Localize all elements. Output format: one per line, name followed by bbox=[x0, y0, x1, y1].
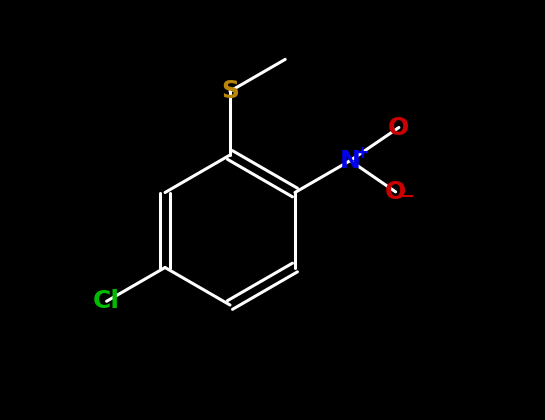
Text: S: S bbox=[221, 79, 239, 103]
Text: O: O bbox=[388, 116, 409, 139]
Text: Cl: Cl bbox=[93, 289, 120, 313]
Text: O: O bbox=[385, 180, 406, 204]
Text: N: N bbox=[340, 149, 361, 173]
Text: −: − bbox=[399, 188, 414, 206]
Text: +: + bbox=[354, 144, 368, 162]
